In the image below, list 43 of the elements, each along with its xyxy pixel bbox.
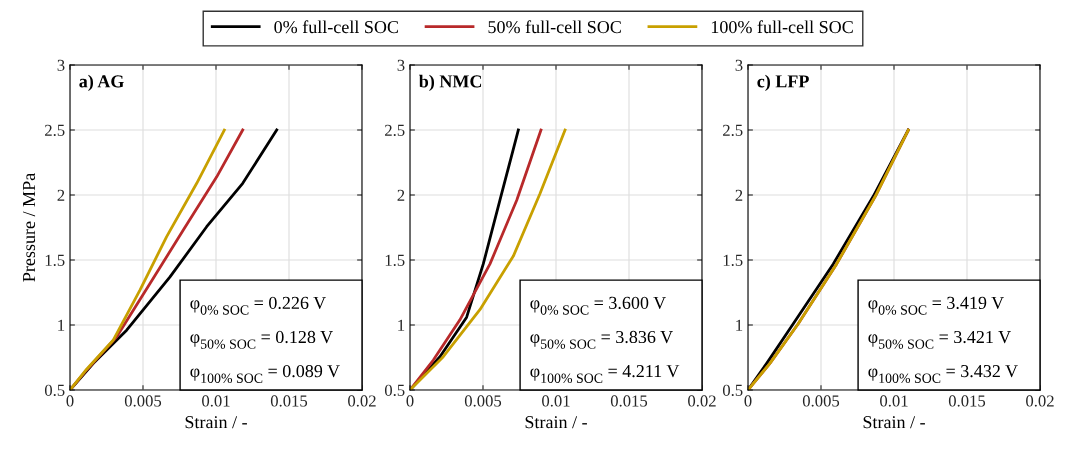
y-tick-label: 2.5 <box>45 124 65 137</box>
x-tick-label: 0.02 <box>688 395 716 407</box>
x-tick-label: 0.005 <box>464 395 502 407</box>
y-tick-label: 1 <box>736 319 743 331</box>
y-tick-label: 3 <box>397 59 405 71</box>
legend-label: 50% full-cell SOC <box>488 20 621 34</box>
y-tick-label: 3 <box>735 59 743 71</box>
x-tick-label: 0.02 <box>348 395 376 407</box>
x-tick-label: 0.005 <box>124 395 162 407</box>
x-axis-title: Strain / - <box>525 416 587 429</box>
y-tick-label: 2 <box>397 189 405 201</box>
y-tick-label: 1.5 <box>45 254 65 267</box>
x-tick-label: 0.005 <box>802 395 840 407</box>
y-tick-label: 1.5 <box>723 254 743 267</box>
x-tick-label: 0.015 <box>270 395 308 407</box>
chart-title: b) NMC <box>418 74 482 92</box>
x-tick-label: 0.02 <box>1026 395 1054 407</box>
legend-label: 0% full-cell SOC <box>274 20 398 34</box>
y-tick-label: 2.5 <box>723 124 743 137</box>
y-tick-label: 2 <box>735 189 743 201</box>
x-tick-label: 0.015 <box>948 395 986 407</box>
x-axis-title: Strain / - <box>863 416 925 429</box>
y-tick-label: 2 <box>57 189 65 201</box>
y-tick-label: 0.5 <box>44 384 65 397</box>
legend-label: 100% full-cell SOC <box>711 20 853 34</box>
x-tick-label: 0 <box>744 395 752 407</box>
x-axis-title: Strain / - <box>185 416 247 429</box>
y-tick-label: 3 <box>57 59 65 71</box>
y-tick-label: 1.5 <box>385 254 405 267</box>
x-tick-label: 0 <box>406 395 414 407</box>
chart-title: c) LFP <box>757 74 809 92</box>
chart-title: a) AG <box>79 74 124 92</box>
y-tick-label: 1 <box>398 319 405 331</box>
y-tick-label: 1 <box>58 319 65 331</box>
y-axis-title: Pressure / MPa <box>23 173 36 282</box>
y-tick-label: 2.5 <box>385 124 405 137</box>
x-tick-label: 0 <box>66 395 74 407</box>
x-tick-label: 0.01 <box>880 395 908 407</box>
x-tick-label: 0.015 <box>610 395 648 407</box>
y-tick-label: 0.5 <box>384 384 405 397</box>
x-tick-label: 0.01 <box>542 395 570 407</box>
y-tick-label: 0.5 <box>722 384 743 397</box>
x-tick-label: 0.01 <box>202 395 230 407</box>
